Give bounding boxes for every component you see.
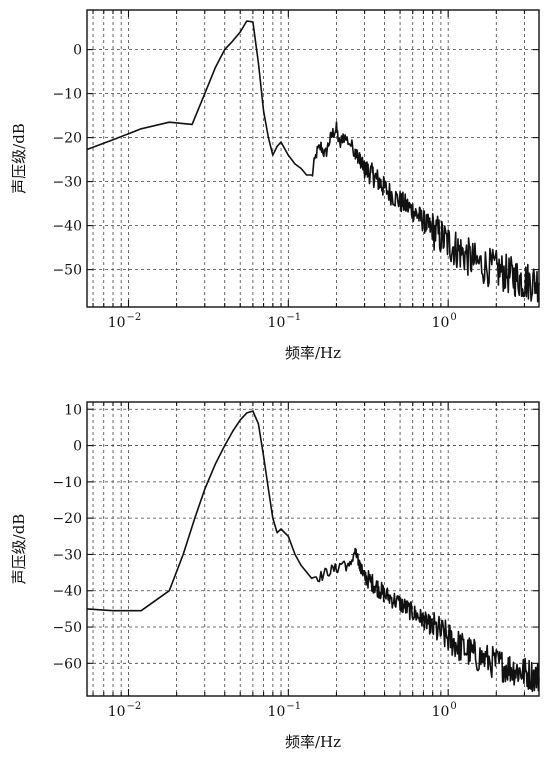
x-axis-label: 频率/Hz bbox=[285, 344, 341, 362]
x-tick-label: 10−1 bbox=[268, 701, 302, 720]
x-tick-label: 10−2 bbox=[108, 312, 142, 331]
x-axis-label: 频率/Hz bbox=[285, 733, 341, 751]
y-tick-label: −20 bbox=[52, 511, 82, 527]
y-tick-label: −50 bbox=[52, 620, 82, 636]
y-tick-label: −20 bbox=[52, 131, 82, 147]
chart-top: 0 −10 −20 −30 −40 −50 10−2 10−1 100 频率/Hz 声压级/dB bbox=[10, 9, 540, 362]
y-tick-label: −30 bbox=[52, 547, 82, 563]
plot-frame bbox=[86, 401, 540, 697]
plot-frame bbox=[86, 9, 540, 308]
x-tick-label: 10−2 bbox=[108, 701, 142, 720]
y-tick-label: −30 bbox=[52, 175, 82, 191]
grid-lines bbox=[87, 402, 539, 696]
y-tick-label: −40 bbox=[52, 584, 82, 600]
y-axis-label: 声压级/dB bbox=[10, 123, 28, 194]
y-tick-label: 0 bbox=[73, 439, 82, 455]
x-tick-label: 100 bbox=[432, 312, 457, 331]
series-line bbox=[86, 410, 540, 693]
y-tick-label: −60 bbox=[52, 656, 82, 672]
y-tick-label: −10 bbox=[52, 87, 82, 103]
y-tick-label: −10 bbox=[52, 475, 82, 491]
y-tick-label: −50 bbox=[52, 263, 82, 279]
y-axis-label: 声压级/dB bbox=[10, 514, 28, 585]
series-line bbox=[86, 20, 540, 303]
x-tick-label: 100 bbox=[432, 701, 457, 720]
x-tick-label: 10−1 bbox=[268, 312, 302, 331]
y-tick-label: 0 bbox=[73, 43, 82, 59]
grid-lines bbox=[87, 10, 539, 307]
y-tick-label: −40 bbox=[52, 219, 82, 235]
y-tick-label: 10 bbox=[64, 402, 82, 418]
